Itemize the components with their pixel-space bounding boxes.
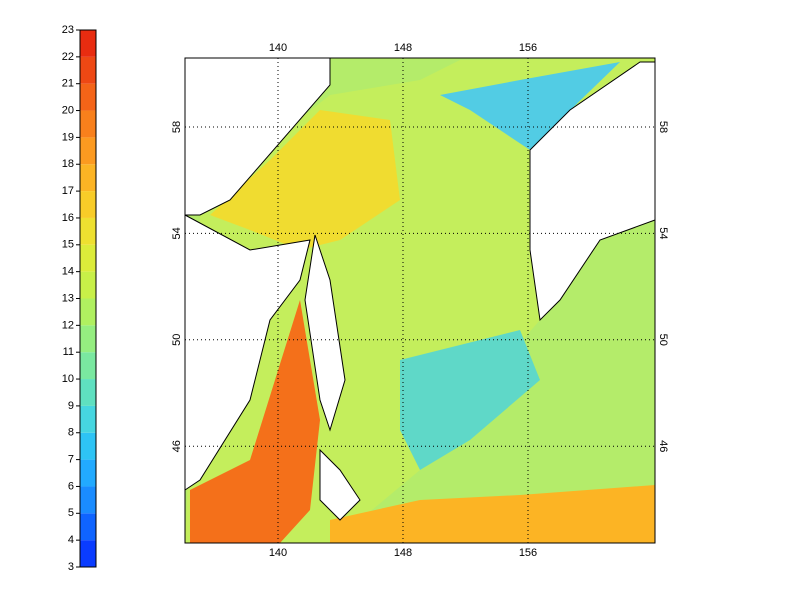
lon-label-bottom: 140 — [269, 547, 287, 559]
lat-label-right: 46 — [657, 440, 669, 452]
lon-label-bottom: 156 — [519, 547, 537, 559]
colorbar-tick-label: 6 — [68, 480, 74, 492]
colorbar-segment — [80, 56, 96, 84]
colorbar-segment — [80, 405, 96, 433]
colorbar-tick-label: 3 — [68, 561, 74, 573]
colorbar-tick-label: 19 — [62, 131, 74, 143]
colorbar-tick-label: 17 — [62, 185, 74, 197]
lat-label-right: 50 — [657, 334, 669, 346]
hot-patch — [330, 485, 655, 543]
colorbar-segment — [80, 298, 96, 326]
colorbar-segment — [80, 271, 96, 299]
lon-label-top: 140 — [269, 42, 287, 54]
colorbar-tick-label: 18 — [62, 158, 74, 170]
warm-patch — [210, 110, 400, 250]
colorbar-segment — [80, 486, 96, 514]
colorbar-segment — [80, 540, 96, 567]
land — [319, 448, 361, 521]
colorbar-segment — [80, 379, 96, 406]
colorbar-segment — [80, 513, 96, 541]
colorbar-segment — [80, 244, 96, 272]
cold-patch — [440, 62, 620, 150]
colorbar-segment — [80, 191, 96, 218]
lon-label-top: 148 — [394, 42, 412, 54]
map-frame — [184, 57, 656, 544]
colorbar-tick-label: 14 — [62, 266, 74, 278]
lat-label-left: 50 — [171, 334, 183, 346]
colorbar-tick-label: 12 — [62, 319, 74, 331]
colorbar-segment — [80, 164, 96, 192]
colorbar-tick-label: 13 — [62, 292, 74, 304]
lat-label-left: 54 — [171, 227, 183, 239]
colorbar-tick-label: 8 — [68, 427, 74, 439]
colorbar-segment — [80, 83, 96, 111]
colorbar-tick-label: 4 — [68, 534, 74, 546]
colorbar-segment — [80, 137, 96, 165]
sst-field — [184, 57, 656, 543]
lat-label-right: 54 — [657, 227, 669, 239]
colorbar-tick-label: 22 — [62, 51, 74, 63]
colorbar-tick-label: 7 — [68, 454, 74, 466]
colorbar-segment — [80, 432, 96, 460]
hot-patch — [190, 300, 320, 543]
lat-label-left: 58 — [171, 121, 183, 133]
lat-label-right: 58 — [657, 121, 669, 133]
cold-patch — [400, 330, 540, 470]
colorbar-tick-label: 21 — [62, 78, 74, 90]
colorbar-segment — [80, 30, 96, 57]
colorbar-tick-label: 15 — [62, 239, 74, 251]
colorbar-segment — [80, 217, 96, 245]
colorbar-tick-label: 9 — [68, 400, 74, 412]
lon-label-bottom: 148 — [394, 547, 412, 559]
land — [304, 234, 346, 432]
colorbar-segment — [80, 459, 96, 487]
lon-label-top: 156 — [519, 42, 537, 54]
colorbar-segment — [80, 110, 96, 138]
land — [184, 214, 311, 491]
colorbar-segment — [80, 352, 96, 380]
colorbar-tick-label: 10 — [62, 373, 74, 385]
colorbar-tick-label: 5 — [68, 507, 74, 519]
colorbar-segment — [80, 325, 96, 353]
colorbar-tick-label: 20 — [62, 104, 74, 116]
lat-label-left: 46 — [171, 440, 183, 452]
colorbar-tick-label: 16 — [62, 212, 74, 224]
colorbar-tick-label: 23 — [62, 24, 74, 36]
colorbar-tick-label: 11 — [63, 346, 74, 358]
